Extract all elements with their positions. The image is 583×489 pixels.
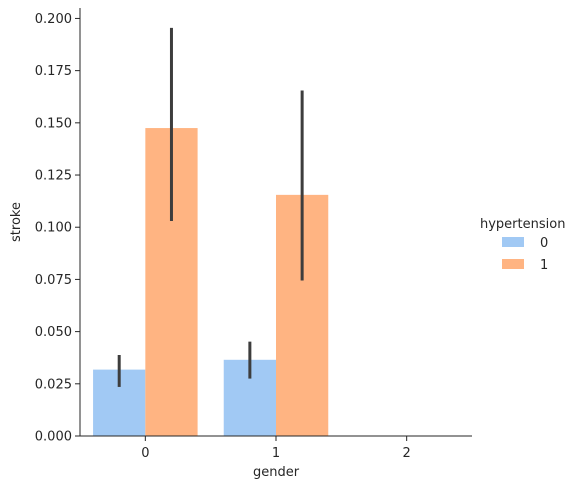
bars-layer	[93, 128, 329, 437]
x-axis-label: gender	[253, 465, 300, 480]
y-tick-label-0: 0.000	[35, 430, 72, 445]
y-axis-label: stroke	[9, 202, 24, 242]
legend-swatch-1	[502, 259, 524, 269]
y-tick-label-6: 0.150	[35, 116, 72, 131]
legend-title: hypertension	[480, 217, 565, 232]
y-tick-label-7: 0.175	[35, 64, 72, 79]
y-tick-label-3: 0.075	[35, 273, 72, 288]
y-tick-label-1: 0.025	[35, 377, 72, 392]
legend-label-0: 0	[540, 236, 548, 251]
y-tick-label-8: 0.200	[35, 12, 72, 27]
x-tick-label-2: 2	[403, 446, 411, 461]
error-bars-layer	[117, 27, 304, 387]
legend-swatch-0	[502, 237, 524, 247]
y-tick-label-5: 0.125	[35, 169, 72, 184]
y-tick-label-2: 0.050	[35, 325, 72, 340]
legend-label-1: 1	[540, 258, 548, 273]
x-ticks: 0 1 2	[141, 436, 411, 461]
legend: hypertension 0 1	[480, 217, 565, 273]
y-tick-label-4: 0.100	[35, 221, 72, 236]
y-ticks: 0.000 0.025 0.050 0.075 0.100 0.125 0.150 0.175…	[35, 12, 80, 445]
x-tick-label-1: 1	[272, 446, 280, 461]
x-tick-label-0: 0	[141, 446, 149, 461]
